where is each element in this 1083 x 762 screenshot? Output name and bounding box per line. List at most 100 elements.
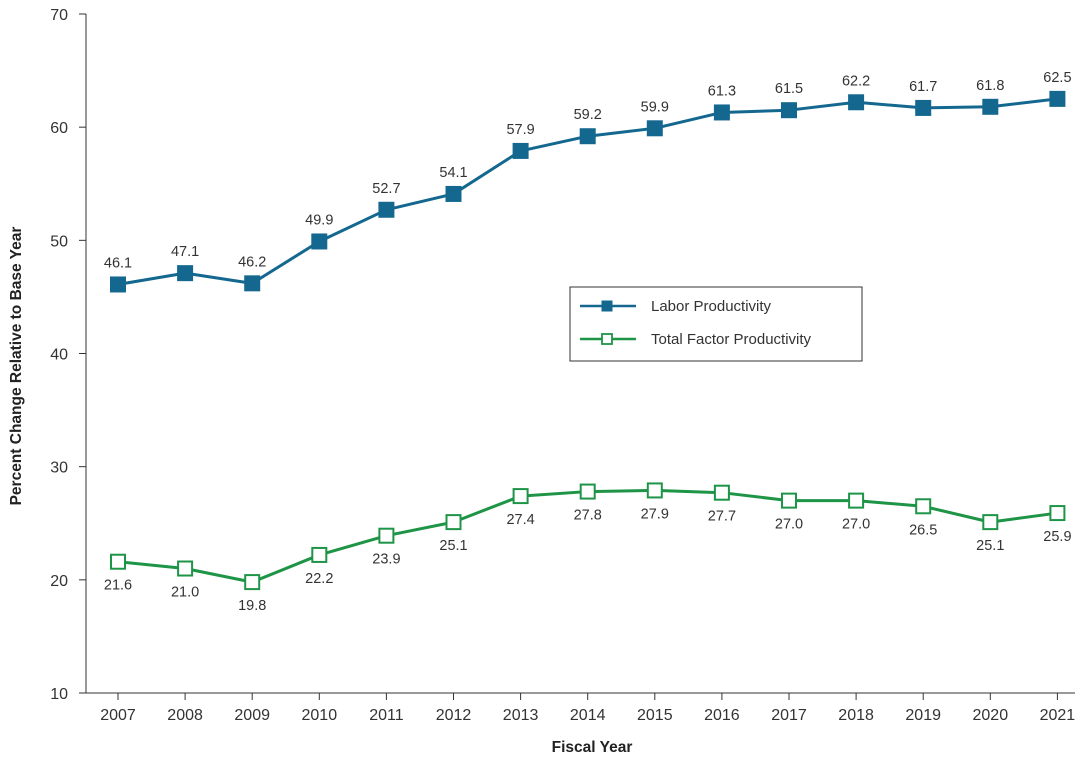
data-point-marker xyxy=(512,488,529,505)
x-tick-label: 2021 xyxy=(1040,707,1076,724)
legend-label: Labor Productivity xyxy=(651,298,772,315)
y-tick-label: 60 xyxy=(50,120,68,137)
y-tick-label: 30 xyxy=(50,460,68,477)
data-label: 25.9 xyxy=(1043,529,1071,545)
series-layer: 46.1 47.1 46.2 49.9 52.7 54.1 57.9 59.2 59.9 61.3… xyxy=(104,70,1072,614)
legend-items: Labor Productivity Total Factor Productiv… xyxy=(580,298,812,348)
data-label: 27.0 xyxy=(842,517,870,533)
series-2: 21.6 21.0 19.8 22.2 23.9 25.1 27.4 27.8 27.9 27.7… xyxy=(104,482,1072,614)
data-point-marker xyxy=(110,553,126,570)
data-label: 57.9 xyxy=(506,122,534,138)
y-tick-label: 50 xyxy=(50,233,68,250)
x-tick-label: 2017 xyxy=(771,707,807,724)
legend-item: Total Factor Productivity xyxy=(580,331,812,348)
data-label: 27.0 xyxy=(775,517,803,533)
data-label: 26.5 xyxy=(909,522,937,538)
y-axis-title: Percent Change Relative to Base Year xyxy=(8,227,25,506)
data-label: 19.8 xyxy=(238,598,266,614)
data-label: 23.9 xyxy=(372,552,400,568)
data-point-marker xyxy=(445,514,462,531)
data-label: 52.7 xyxy=(372,181,400,197)
legend: Labor Productivity Total Factor Productiv… xyxy=(569,286,863,362)
data-label: 61.3 xyxy=(708,83,736,99)
data-label: 62.5 xyxy=(1043,70,1071,86)
y-axis-ticks: 10 20 30 40 50 60 70 xyxy=(50,7,86,703)
data-label: 27.7 xyxy=(708,509,736,525)
x-tick-label: 2018 xyxy=(838,707,874,724)
data-point-marker xyxy=(378,201,395,218)
data-point-marker xyxy=(646,120,663,137)
x-tick-label: 2007 xyxy=(100,707,136,724)
x-tick-label: 2008 xyxy=(167,707,203,724)
x-tick-label: 2016 xyxy=(704,707,740,724)
data-point-marker xyxy=(713,484,730,501)
data-point-marker xyxy=(512,142,529,159)
data-point-marker xyxy=(646,482,663,499)
x-tick-label: 2020 xyxy=(973,707,1009,724)
data-point-marker xyxy=(915,99,932,116)
data-point-marker xyxy=(982,98,999,115)
data-point-marker xyxy=(781,492,797,509)
data-point-marker xyxy=(848,492,865,509)
legend-item: Labor Productivity xyxy=(580,298,772,315)
x-tick-label: 2011 xyxy=(369,707,404,724)
x-tick-label: 2015 xyxy=(637,707,673,724)
legend-label: Total Factor Productivity xyxy=(651,331,812,348)
data-point-marker xyxy=(1049,90,1066,107)
y-tick-label: 20 xyxy=(50,573,68,590)
data-point-marker xyxy=(244,275,261,292)
data-label: 54.1 xyxy=(439,165,467,181)
data-label: 27.4 xyxy=(506,512,534,528)
x-axis-title: Fiscal Year xyxy=(552,739,633,756)
x-tick-label: 2009 xyxy=(234,707,270,724)
data-label: 47.1 xyxy=(171,244,199,260)
data-point-marker xyxy=(311,546,328,563)
data-label: 25.1 xyxy=(439,538,467,554)
data-point-marker xyxy=(244,574,261,591)
data-point-marker xyxy=(982,514,999,531)
data-label: 61.5 xyxy=(775,81,803,97)
data-label: 21.6 xyxy=(104,578,132,594)
x-axis-ticks: 2007 2008 2009 2010 2011 2012 2013 2014 2015 2016… xyxy=(100,693,1075,724)
data-label: 25.1 xyxy=(976,538,1004,554)
series-1: 46.1 47.1 46.2 49.9 52.7 54.1 57.9 59.2 59.9 61.3… xyxy=(104,70,1072,293)
data-label: 59.9 xyxy=(641,99,669,115)
x-tick-label: 2012 xyxy=(436,707,472,724)
legend-marker xyxy=(601,300,613,312)
data-point-marker xyxy=(915,498,932,515)
data-label: 59.2 xyxy=(574,107,602,123)
data-label: 46.2 xyxy=(238,254,266,270)
y-tick-label: 40 xyxy=(50,347,68,364)
data-point-marker xyxy=(445,185,462,202)
x-tick-label: 2013 xyxy=(503,707,539,724)
data-point-marker xyxy=(177,265,194,282)
x-tick-label: 2010 xyxy=(302,707,338,724)
x-tick-label: 2019 xyxy=(905,707,941,724)
data-point-marker xyxy=(110,276,126,293)
data-label: 27.8 xyxy=(574,508,602,524)
data-point-marker xyxy=(378,527,395,544)
legend-box xyxy=(569,286,863,362)
data-label: 61.8 xyxy=(976,78,1004,94)
data-point-marker xyxy=(579,483,596,500)
data-label: 21.0 xyxy=(171,585,199,601)
data-point-marker xyxy=(579,128,596,145)
data-label: 27.9 xyxy=(641,506,669,522)
data-label: 46.1 xyxy=(104,255,132,271)
data-point-marker xyxy=(848,94,865,111)
y-tick-label: 10 xyxy=(50,686,68,703)
data-point-marker xyxy=(713,104,730,121)
data-point-marker xyxy=(311,233,328,250)
x-tick-label: 2014 xyxy=(570,707,606,724)
data-point-marker xyxy=(177,560,194,577)
data-point-marker xyxy=(781,102,797,119)
data-label: 61.7 xyxy=(909,79,937,95)
data-label: 62.2 xyxy=(842,73,870,89)
data-label: 49.9 xyxy=(305,212,333,228)
legend-marker xyxy=(601,333,613,345)
data-point-marker xyxy=(1049,505,1066,522)
y-tick-label: 70 xyxy=(50,7,68,24)
data-label: 22.2 xyxy=(305,571,333,587)
